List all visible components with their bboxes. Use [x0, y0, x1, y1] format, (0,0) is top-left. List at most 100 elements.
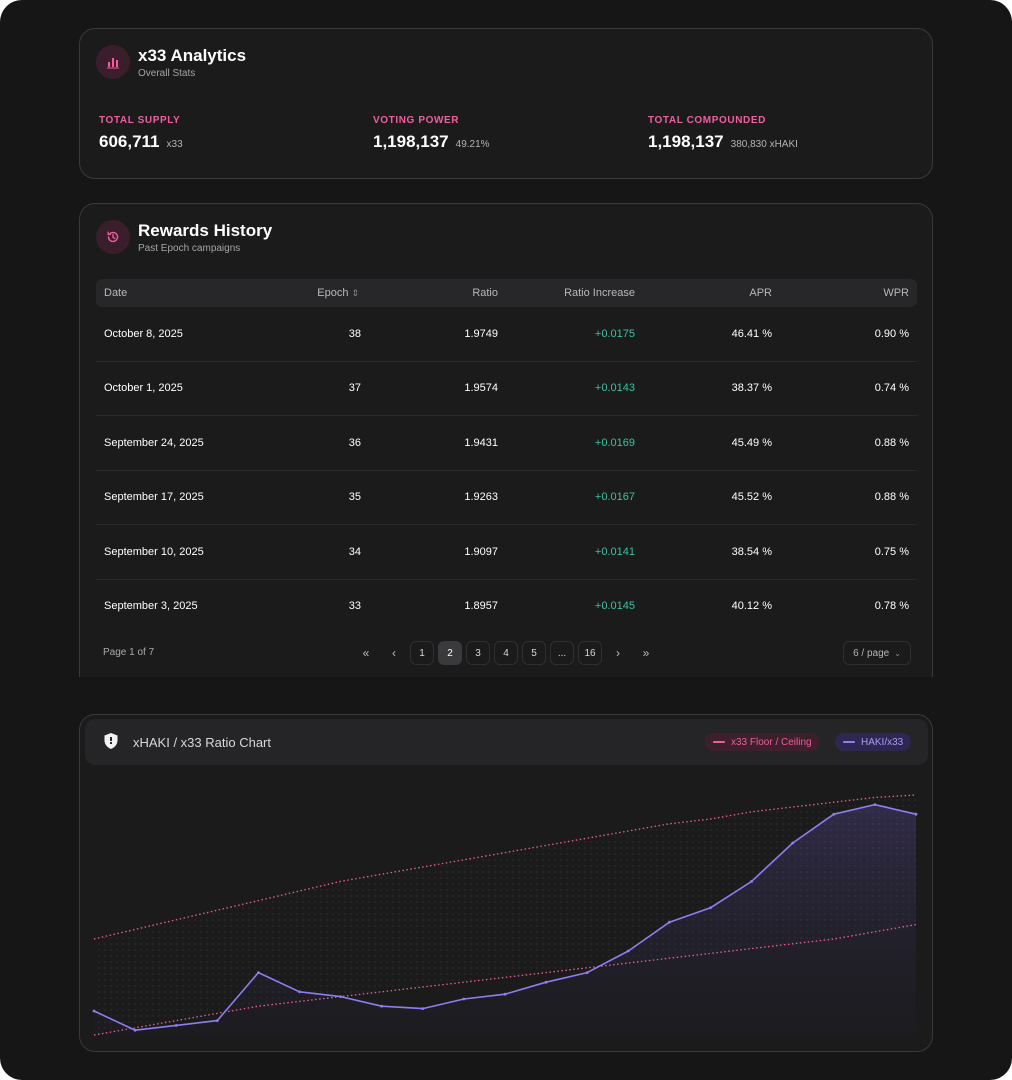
stat-label: TOTAL SUPPLY: [99, 115, 181, 126]
page-buttons: « ‹ 1 2 3 4 5 ... 16 › »: [354, 641, 662, 665]
history-icon: [96, 220, 130, 254]
haki-area: [94, 804, 916, 1035]
legend-floor-ceiling[interactable]: x33 Floor / Ceiling: [705, 733, 820, 751]
stat-value: 606,711: [99, 132, 160, 151]
sort-icon[interactable]: ⇕: [351, 288, 359, 298]
col-date[interactable]: Date: [104, 287, 128, 299]
analytics-subtitle: Overall Stats: [138, 67, 196, 79]
analytics-header: x33 Analytics Overall Stats: [96, 45, 246, 79]
cell-wpr: 0.75 %: [874, 545, 909, 558]
table-row[interactable]: October 1, 2025 37 1.9574 +0.0143 38.37 …: [96, 362, 917, 416]
cell-ratio-increase: +0.0145: [594, 600, 635, 613]
haki-x33-point: [421, 1007, 425, 1010]
cell-apr: 45.49 %: [731, 436, 772, 449]
haki-x33-point: [750, 880, 753, 883]
table-body: October 8, 2025 38 1.9749 +0.0175 46.41 …: [96, 307, 917, 633]
stat-voting-power: VOTING POWER 1,198,137 49.21%: [373, 115, 490, 152]
cell-epoch: 33: [348, 600, 361, 613]
cell-date: October 8, 2025: [104, 327, 183, 340]
legend-swatch: [843, 741, 855, 743]
stat-label: VOTING POWER: [373, 115, 460, 126]
haki-x33-point: [832, 812, 836, 816]
ceiling-line: [93, 794, 917, 940]
page-ellipsis[interactable]: ...: [550, 641, 574, 665]
haki-x33-point: [544, 980, 548, 984]
prev-page-button[interactable]: ‹: [392, 646, 396, 660]
col-ratio-increase[interactable]: Ratio Increase: [564, 287, 635, 299]
cell-epoch: 35: [348, 491, 361, 504]
haki-x33-point: [709, 906, 712, 910]
col-wpr[interactable]: WPR: [883, 287, 909, 299]
cell-ratio: 1.9749: [464, 327, 498, 340]
stat-unit: 49.21%: [455, 139, 490, 150]
haki-x33-point: [626, 949, 630, 953]
haki-x33-point: [873, 803, 877, 806]
ratio-chart-plot: [92, 794, 918, 1036]
cell-date: October 1, 2025: [104, 382, 183, 395]
table-row[interactable]: September 17, 2025 35 1.9263 +0.0167 45.…: [96, 471, 917, 525]
page-button-active[interactable]: 2: [438, 641, 462, 665]
table-row[interactable]: September 10, 2025 34 1.9097 +0.0141 38.…: [96, 525, 917, 580]
per-page-select[interactable]: 6 / page ⌄: [843, 641, 911, 665]
cell-wpr: 0.90 %: [874, 327, 909, 340]
haki-x33-point: [503, 992, 507, 996]
cell-date: September 10, 2025: [104, 545, 204, 558]
cell-apr: 40.12 %: [731, 600, 772, 613]
rewards-header: Rewards History Past Epoch campaigns: [96, 220, 272, 254]
bar-chart-icon: [96, 45, 130, 79]
series-lines: [92, 794, 918, 1036]
rewards-table: Date Epoch ⇕ Ratio Ratio Increase APR WPR…: [96, 279, 917, 633]
next-page-button[interactable]: ›: [616, 646, 620, 660]
page-button[interactable]: 16: [578, 641, 602, 665]
cell-apr: 46.41 %: [731, 327, 772, 340]
cell-apr: 38.37 %: [731, 382, 772, 395]
legend-haki-x33[interactable]: HAKI/x33: [835, 733, 912, 751]
haki-x33-point: [339, 995, 342, 998]
haki-x33-point: [914, 812, 918, 816]
cell-ratio-increase: +0.0175: [594, 327, 635, 340]
col-ratio[interactable]: Ratio: [472, 287, 498, 299]
rewards-card: Rewards History Past Epoch campaigns Dat…: [79, 203, 933, 677]
page-button[interactable]: 3: [466, 641, 490, 665]
cell-ratio: 1.9097: [464, 545, 498, 558]
page-button[interactable]: 4: [494, 641, 518, 665]
cell-epoch: 38: [348, 327, 361, 340]
cell-date: September 3, 2025: [104, 600, 198, 613]
chart-title: xHAKI / x33 Ratio Chart: [133, 735, 271, 750]
cell-apr: 45.52 %: [731, 491, 772, 504]
rewards-subtitle: Past Epoch campaigns: [138, 242, 241, 254]
analytics-title: x33 Analytics: [138, 45, 247, 65]
table-row[interactable]: October 8, 2025 38 1.9749 +0.0175 46.41 …: [96, 307, 917, 362]
stat-label: TOTAL COMPOUNDED: [648, 115, 766, 126]
col-epoch[interactable]: Epoch ⇕: [317, 287, 359, 299]
cell-date: September 24, 2025: [104, 436, 204, 449]
haki-x33-point: [668, 920, 671, 924]
table-header: Date Epoch ⇕ Ratio Ratio Increase APR WPR: [96, 279, 917, 307]
haki-x33-point: [215, 1019, 219, 1022]
cell-epoch: 37: [348, 382, 361, 395]
haki-x33-point: [380, 1004, 384, 1008]
table-row[interactable]: September 3, 2025 33 1.8957 +0.0145 40.1…: [96, 580, 917, 634]
stat-value: 1,198,137: [648, 132, 724, 151]
col-apr[interactable]: APR: [749, 287, 772, 299]
table-row[interactable]: September 24, 2025 36 1.9431 +0.0169 45.…: [96, 416, 917, 471]
analytics-card: x33 Analytics Overall Stats TOTAL SUPPLY…: [79, 28, 933, 179]
haki-area-fill: [94, 804, 916, 1035]
cell-epoch: 34: [348, 545, 361, 558]
cell-ratio: 1.9431: [464, 436, 498, 449]
last-page-button[interactable]: »: [642, 646, 650, 660]
haki-x33-point: [133, 1028, 137, 1032]
page-button[interactable]: 5: [522, 641, 546, 665]
first-page-button[interactable]: «: [362, 646, 370, 660]
chevron-down-icon: ⌄: [894, 648, 901, 658]
cell-ratio-increase: +0.0167: [594, 491, 635, 504]
stat-value: 1,198,137: [373, 132, 449, 151]
cell-wpr: 0.88 %: [874, 491, 909, 504]
cell-date: September 17, 2025: [104, 491, 204, 504]
page-info: Page 1 of 7: [103, 647, 155, 658]
cell-apr: 38.54 %: [731, 545, 772, 558]
page-button[interactable]: 1: [410, 641, 434, 665]
cell-ratio: 1.8957: [464, 600, 498, 613]
legend-swatch: [713, 741, 725, 743]
